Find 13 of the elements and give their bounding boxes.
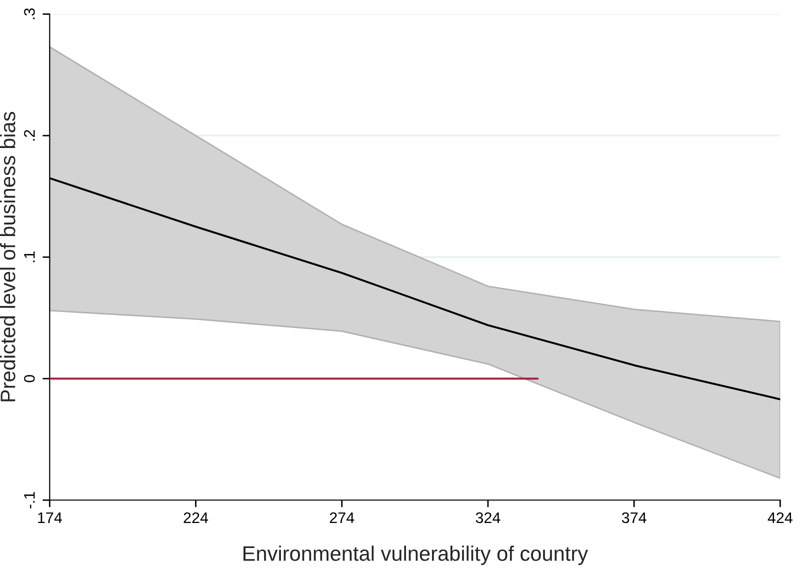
y-tick-label: 0 <box>24 374 35 382</box>
x-tick-label: 174 <box>38 512 62 523</box>
x-tick-label: 424 <box>768 512 792 523</box>
x-tick-label: 274 <box>330 512 354 523</box>
y-tick-label: .1 <box>24 251 35 262</box>
x-tick-label: 324 <box>476 512 500 524</box>
y-tick-label: -.1 <box>24 492 35 508</box>
x-tick-label: 374 <box>622 512 646 524</box>
x-tick-label: 224 <box>184 512 208 523</box>
y-tick-label: .3 <box>24 8 35 20</box>
y-axis-title: Predicted level of business bias <box>0 112 16 402</box>
y-tick-label: .2 <box>24 130 35 141</box>
x-axis-title: Environmental vulnerability of country <box>244 546 588 566</box>
